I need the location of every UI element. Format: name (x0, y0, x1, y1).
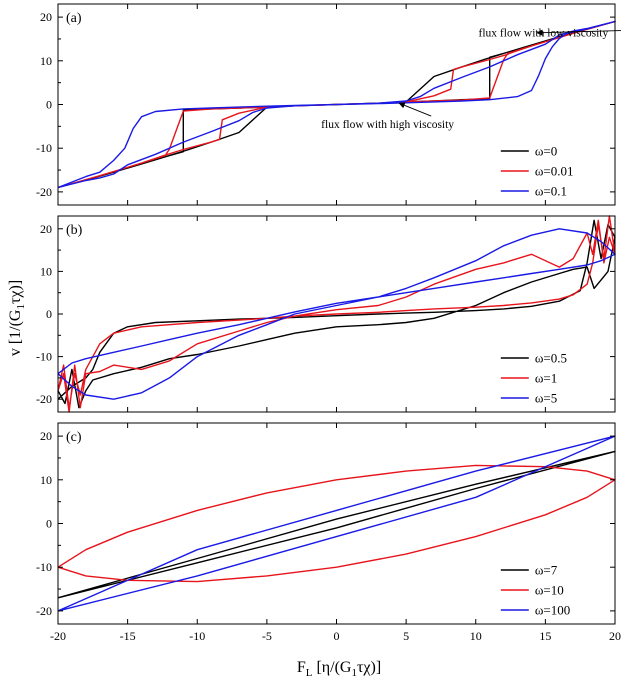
plot-frame (57, 422, 616, 625)
x-tick-label: -20 (50, 629, 66, 643)
y-tick-label: 10 (40, 473, 52, 487)
series-line-2 (57, 464, 616, 583)
y-tick-label: 0 (46, 98, 52, 112)
x-axis-title: FL [η/(G1τχ)] (297, 659, 381, 679)
legend-entry: ω=10 (535, 583, 564, 598)
y-tick-label: -10 (36, 350, 52, 364)
y-axis-title-unit: [1/(G (7, 309, 24, 344)
legend: ω=0 ω=0.01 ω=0.1 (500, 144, 574, 199)
x-tick-label: 15 (539, 629, 551, 643)
y-tick-label: 0 (46, 307, 52, 321)
y-axis-title-unit-end: τχ)] (7, 280, 24, 304)
panels: -20 -10 0 10 20 (a) ω=0 ω=0.01 ω=0.1 flux flow wi… (36, 3, 621, 643)
y-axis-title-main: v (7, 348, 24, 356)
legend-entry: ω=100 (535, 603, 570, 618)
y-tick-label: 20 (40, 429, 52, 443)
y-tick-label: -20 (36, 392, 52, 406)
legend-entry: ω=0 (535, 144, 557, 159)
legend-entry: ω=0.5 (535, 351, 567, 366)
x-tick-label: -15 (120, 629, 136, 643)
annotation-arrow (536, 29, 621, 36)
series-line-1 (57, 219, 616, 409)
x-tick-label: 0 (334, 629, 340, 643)
x-tick-label: 20 (609, 629, 621, 643)
svg-text:FL[η/(G1τχ)]: FL [η/(G1τχ)] (297, 659, 381, 679)
annotation: flux flow with low viscosity (479, 27, 609, 39)
series-line-3 (57, 435, 616, 612)
x-tick-label: -5 (262, 629, 272, 643)
y-tick-label: 0 (46, 517, 52, 531)
legend-entry: ω=5 (535, 391, 557, 406)
x-axis-title-unit-end: τχ)] (357, 659, 381, 676)
panel-label: (b) (66, 223, 83, 238)
x-axis-title-main: F (297, 659, 306, 676)
legend-entry: ω=1 (535, 371, 557, 386)
x-axis-title-sub-l: L (306, 667, 313, 679)
y-axis-title-unit-sub: 1 (15, 304, 27, 310)
panel-b: -20 -10 0 10 20 (b) ω=0.5 ω=1 ω=5 (36, 215, 616, 413)
panel-label: (a) (66, 11, 82, 26)
x-axis-title-unit: [η/(G (316, 659, 351, 676)
svg-text:v[1/(G1τχ)]: v [1/(G1τχ)] (7, 280, 27, 356)
series-line-2 (57, 215, 616, 413)
y-tick-label: 20 (40, 222, 52, 236)
legend-entry: ω=0.01 (535, 164, 574, 179)
x-tick-label: 5 (403, 629, 409, 643)
y-tick-label: 20 (40, 10, 52, 24)
legend: ω=7 ω=10 ω=100 (500, 563, 570, 618)
y-tick-label: 10 (40, 54, 52, 68)
y-tick-label: -10 (36, 560, 52, 574)
y-tick-label: -20 (36, 604, 52, 618)
legend: ω=0.5 ω=1 ω=5 (500, 351, 567, 406)
y-tick-label: 10 (40, 264, 52, 278)
legend-entry: ω=0.1 (535, 184, 567, 199)
annotation: flux flow with high viscosity (321, 119, 454, 131)
x-tick-label: 10 (470, 629, 482, 643)
y-axis-title: v [1/(G1τχ)] (7, 280, 27, 356)
y-tick-label: -10 (36, 141, 52, 155)
panel-c: -20 -10 0 10 20 -20 -15 -10 -5 0 5 10 15 20 (c) ω=7 ω=10… (36, 422, 621, 643)
y-tick-label: -20 (36, 185, 52, 199)
annotation-arrow (398, 102, 432, 117)
panel-a: -20 -10 0 10 20 (a) ω=0 ω=0.01 ω=0.1 flux flow wi… (36, 3, 621, 206)
series-line-3 (57, 20, 616, 189)
x-tick-label: -10 (189, 629, 205, 643)
panel-label: (c) (66, 430, 82, 445)
legend-entry: ω=7 (535, 563, 558, 578)
x-axis-title-unit-sub: 1 (351, 667, 357, 679)
